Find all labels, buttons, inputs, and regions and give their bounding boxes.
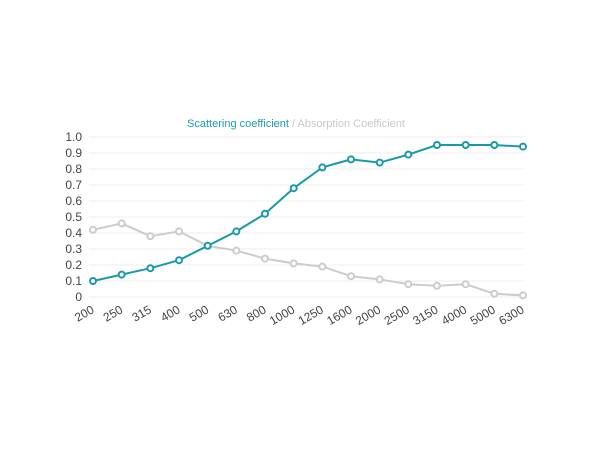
- x-axis: 200 250 315 400 500 630 8001000125016002000250…: [72, 302, 527, 328]
- data-point[interactable]: [117, 219, 126, 228]
- data-point[interactable]: [375, 275, 384, 284]
- x-tick-label: 1000: [267, 302, 297, 328]
- data-point[interactable]: [490, 289, 499, 298]
- data-point[interactable]: [261, 209, 269, 218]
- y-tick-label: 0.4: [65, 226, 82, 240]
- x-tick-label: 200: [72, 302, 97, 324]
- data-point[interactable]: [490, 141, 499, 149]
- x-tick-label: 630: [215, 302, 240, 324]
- data-point[interactable]: [318, 163, 327, 172]
- x-tick-label: 1600: [324, 302, 354, 328]
- data-point[interactable]: [519, 291, 527, 300]
- data-point[interactable]: [232, 246, 241, 255]
- x-tick-label: 250: [101, 302, 126, 324]
- x-tick-label: 2500: [382, 302, 412, 328]
- data-point[interactable]: [375, 158, 384, 167]
- data-point[interactable]: [175, 256, 183, 265]
- data-point[interactable]: [347, 155, 355, 164]
- data-point[interactable]: [175, 227, 183, 236]
- x-tick-label: 400: [158, 302, 183, 324]
- x-tick-label: 4000: [439, 302, 469, 328]
- data-point[interactable]: [433, 281, 441, 290]
- data-point[interactable]: [289, 259, 298, 268]
- x-tick-label: 800: [244, 302, 269, 324]
- title-series-1[interactable]: Scattering coefficient: [187, 118, 289, 130]
- y-tick-label: 0.6: [65, 194, 82, 208]
- series-line: [92, 144, 524, 282]
- y-tick-label: 0.8: [65, 162, 82, 176]
- y-tick-label: 0.9: [65, 146, 82, 160]
- series-absorption[interactable]: [89, 219, 527, 300]
- data-point[interactable]: [519, 142, 527, 151]
- y-axis: 0 0.1 0.2 0.3 0.4 0.5 0.6 0.7 0.8 0.9 1.0: [65, 130, 82, 304]
- data-point[interactable]: [232, 227, 241, 236]
- data-point[interactable]: [289, 184, 298, 193]
- data-point[interactable]: [89, 277, 97, 285]
- title-separator: /: [289, 118, 298, 130]
- x-tick-label: 315: [129, 302, 154, 324]
- data-point[interactable]: [404, 150, 413, 159]
- y-tick-label: 1.0: [65, 130, 82, 144]
- x-tick-label: 3150: [410, 302, 440, 328]
- y-tick-label: 0.3: [65, 242, 82, 256]
- x-tick-label: 500: [187, 302, 212, 324]
- x-tick-label: 6300: [496, 302, 526, 328]
- grid: [89, 136, 525, 298]
- data-point[interactable]: [347, 272, 355, 281]
- series-layer: [89, 141, 527, 300]
- data-point[interactable]: [318, 262, 327, 271]
- data-point[interactable]: [117, 270, 126, 279]
- x-tick-label: 2000: [353, 302, 383, 328]
- series-line: [92, 222, 524, 297]
- y-tick-label: 0: [75, 290, 82, 304]
- y-tick-label: 0.5: [65, 210, 82, 224]
- series-scattering[interactable]: [89, 141, 527, 285]
- data-point[interactable]: [404, 280, 413, 289]
- chart-title: Scattering coefficient / Absorption Coef…: [187, 118, 405, 130]
- data-point[interactable]: [146, 232, 155, 241]
- data-point[interactable]: [261, 254, 269, 263]
- x-tick-label: 5000: [468, 302, 498, 328]
- title-series-2[interactable]: Absorption Coefficient: [298, 118, 405, 130]
- data-point[interactable]: [461, 280, 470, 289]
- data-point[interactable]: [433, 141, 441, 149]
- y-tick-label: 0.7: [65, 178, 82, 192]
- data-point[interactable]: [461, 141, 470, 149]
- data-point[interactable]: [203, 241, 212, 250]
- x-tick-label: 1250: [296, 302, 326, 328]
- y-tick-label: 0.2: [65, 258, 82, 272]
- data-point[interactable]: [89, 225, 97, 234]
- data-point[interactable]: [146, 264, 155, 273]
- y-tick-label: 0.1: [65, 274, 82, 288]
